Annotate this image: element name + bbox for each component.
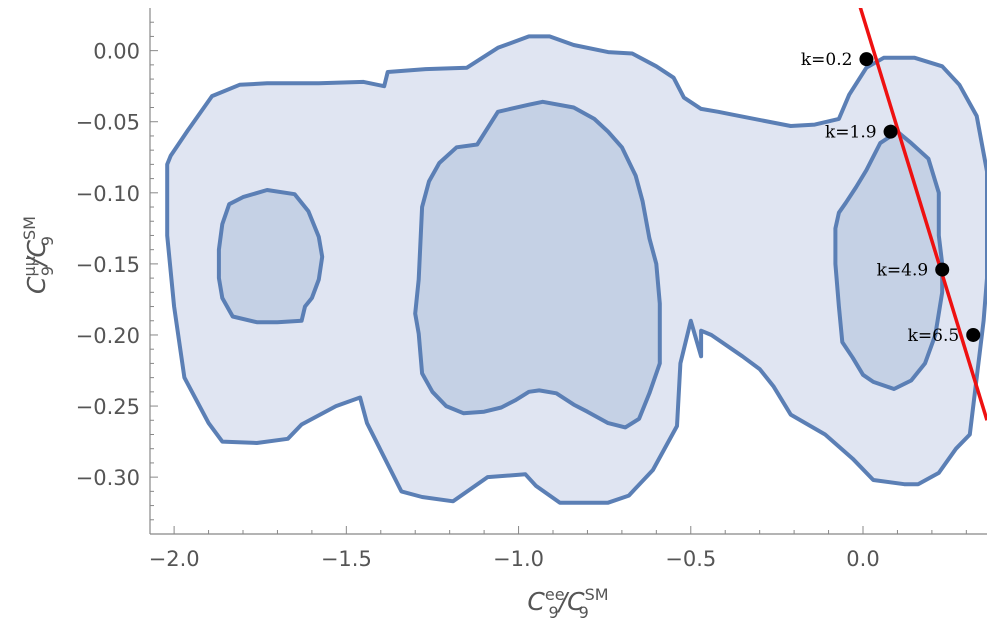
y-ticks: 0.00 −0.05 −0.10 −0.15 −0.20 −0.25 −0.30 [76, 21, 158, 521]
x-ticks: −2.0 −1.5 −1.0 −0.5 0.0 [149, 526, 967, 571]
y-tick-label-0: 0.00 [93, 40, 140, 64]
axes [149, 8, 987, 535]
reference-line-group [858, 8, 987, 421]
y-tick-label-4: −0.20 [76, 324, 140, 348]
x-tick-label-0: −2.0 [149, 547, 200, 571]
y-tick-label-3: −0.15 [76, 253, 140, 277]
k-point-label-2: k=4.9 [877, 261, 929, 281]
y-axis-title: Cμμ9/CSM9 [20, 216, 57, 294]
k-point-2 [935, 262, 950, 277]
k-point-1 [883, 124, 898, 139]
contour-regions [165, 34, 987, 505]
y-tick-label-5: −0.25 [76, 395, 140, 419]
k-markers: k=0.2 k=1.9 k=4.9 k=6.5 [801, 50, 981, 346]
contour-inner-2 [413, 99, 662, 430]
k-point-3 [966, 327, 981, 342]
x-axis-title: Cee 9/CSM 9 [527, 585, 608, 622]
y-tick-label-6: −0.30 [76, 466, 140, 490]
y-tick-label-2: −0.10 [76, 182, 140, 206]
y-tick-label-1: −0.05 [76, 111, 140, 135]
k-point-label-3: k=6.5 [908, 326, 960, 346]
x-tick-label-2: −1.0 [493, 547, 544, 571]
x-tick-label-4: 0.0 [846, 547, 879, 571]
x-tick-label-1: −1.5 [321, 547, 372, 571]
x-tick-label-3: −0.5 [665, 547, 716, 571]
k-point-0 [859, 52, 874, 67]
reference-line [858, 8, 987, 421]
contour-inner-1 [216, 188, 325, 325]
k-point-label-1: k=1.9 [825, 123, 877, 143]
k-point-label-0: k=0.2 [801, 50, 853, 70]
